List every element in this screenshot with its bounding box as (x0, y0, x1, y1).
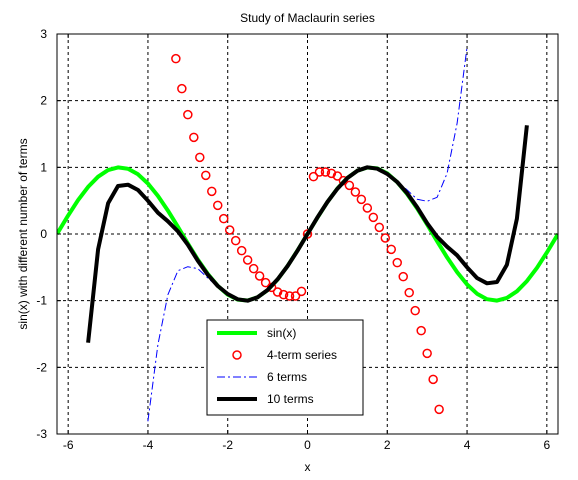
y-tick-label: -1 (36, 294, 47, 308)
y-tick-label: 3 (40, 27, 47, 41)
x-tick-label: 0 (304, 438, 311, 452)
y-tick-label: -2 (36, 360, 47, 374)
y-tick-label: 0 (40, 227, 47, 241)
legend: sin(x) 4-term series 6 terms 10 terms (207, 320, 363, 415)
x-tick-label: -6 (63, 438, 74, 452)
x-tick-label: 6 (543, 438, 550, 452)
chart-title: Study of Maclaurin series (240, 11, 375, 25)
legend-label-10-terms: 10 terms (267, 392, 314, 406)
x-axis-label: x (305, 460, 311, 474)
y-axis-label: sin(x) with different number of terms (16, 138, 30, 329)
y-tick-label: 2 (40, 94, 47, 108)
y-tick-label: 1 (40, 160, 47, 174)
legend-label-sin: sin(x) (267, 326, 296, 340)
legend-label-6-terms: 6 terms (267, 370, 307, 384)
legend-label-4-term: 4-term series (267, 348, 337, 362)
x-tick-label: 2 (384, 438, 391, 452)
x-tick-label: -4 (143, 438, 154, 452)
y-tick-label: -3 (36, 427, 47, 441)
x-tick-label: 4 (464, 438, 471, 452)
x-tick-label: -2 (222, 438, 233, 452)
